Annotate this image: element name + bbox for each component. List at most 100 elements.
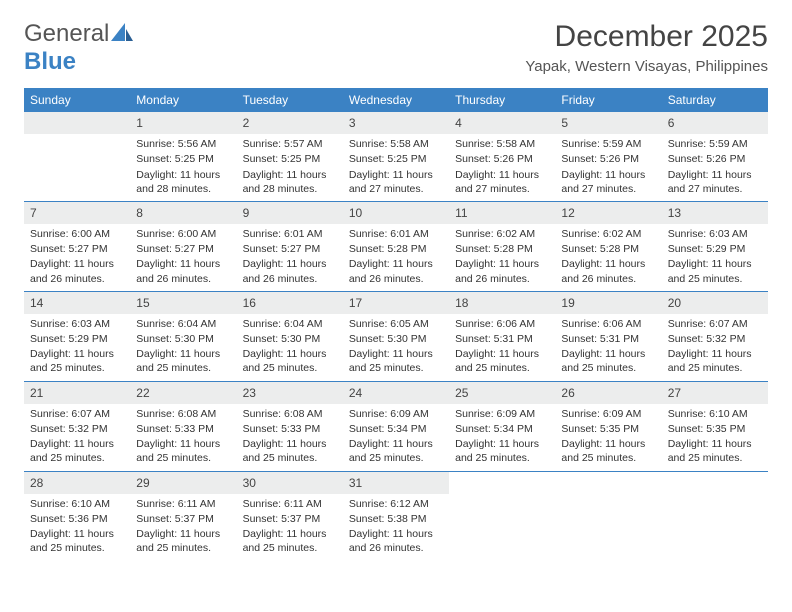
day-cell: 14Sunrise: 6:03 AMSunset: 5:29 PMDayligh… bbox=[24, 292, 130, 381]
daylight-line: Daylight: 11 hours and 25 minutes. bbox=[561, 347, 655, 375]
daylight-line: Daylight: 11 hours and 25 minutes. bbox=[668, 347, 762, 375]
brand-logo: General Blue bbox=[24, 20, 133, 76]
sunset-line: Sunset: 5:29 PM bbox=[30, 332, 124, 346]
location-label: Yapak, Western Visayas, Philippines bbox=[525, 58, 768, 75]
daylight-line: Daylight: 11 hours and 28 minutes. bbox=[136, 168, 230, 196]
sunrise-line: Sunrise: 6:12 AM bbox=[349, 497, 443, 511]
day-number: 31 bbox=[343, 472, 449, 494]
week-row: 14Sunrise: 6:03 AMSunset: 5:29 PMDayligh… bbox=[24, 291, 768, 381]
day-cell: 2Sunrise: 5:57 AMSunset: 5:25 PMDaylight… bbox=[237, 112, 343, 201]
day-number: 4 bbox=[449, 112, 555, 134]
week-row: 1Sunrise: 5:56 AMSunset: 5:25 PMDaylight… bbox=[24, 112, 768, 201]
day-number: 21 bbox=[24, 382, 130, 404]
sunset-line: Sunset: 5:31 PM bbox=[561, 332, 655, 346]
day-details: Sunrise: 6:09 AMSunset: 5:34 PMDaylight:… bbox=[449, 404, 555, 471]
daylight-line: Daylight: 11 hours and 25 minutes. bbox=[30, 437, 124, 465]
day-number: 5 bbox=[555, 112, 661, 134]
daylight-line: Daylight: 11 hours and 25 minutes. bbox=[668, 437, 762, 465]
sunset-line: Sunset: 5:38 PM bbox=[349, 512, 443, 526]
daylight-line: Daylight: 11 hours and 25 minutes. bbox=[30, 347, 124, 375]
sunset-line: Sunset: 5:34 PM bbox=[349, 422, 443, 436]
daylight-line: Daylight: 11 hours and 25 minutes. bbox=[136, 347, 230, 375]
sunrise-line: Sunrise: 5:57 AM bbox=[243, 137, 337, 151]
day-details: Sunrise: 6:02 AMSunset: 5:28 PMDaylight:… bbox=[449, 224, 555, 291]
daylight-line: Daylight: 11 hours and 25 minutes. bbox=[136, 437, 230, 465]
day-cell: 26Sunrise: 6:09 AMSunset: 5:35 PMDayligh… bbox=[555, 382, 661, 471]
day-cell: 9Sunrise: 6:01 AMSunset: 5:27 PMDaylight… bbox=[237, 202, 343, 291]
day-number: 15 bbox=[130, 292, 236, 314]
sunrise-line: Sunrise: 6:05 AM bbox=[349, 317, 443, 331]
daylight-line: Daylight: 11 hours and 25 minutes. bbox=[349, 347, 443, 375]
day-number: 11 bbox=[449, 202, 555, 224]
day-number: 26 bbox=[555, 382, 661, 404]
daylight-line: Daylight: 11 hours and 25 minutes. bbox=[455, 437, 549, 465]
calendar-grid: 1Sunrise: 5:56 AMSunset: 5:25 PMDaylight… bbox=[24, 112, 768, 560]
daylight-line: Daylight: 11 hours and 25 minutes. bbox=[243, 347, 337, 375]
header: General Blue December 2025 Yapak, Wester… bbox=[24, 20, 768, 76]
empty-cell bbox=[24, 112, 130, 201]
day-number: 3 bbox=[343, 112, 449, 134]
day-number: 20 bbox=[662, 292, 768, 314]
daylight-line: Daylight: 11 hours and 25 minutes. bbox=[243, 527, 337, 555]
sunset-line: Sunset: 5:37 PM bbox=[243, 512, 337, 526]
day-number: 8 bbox=[130, 202, 236, 224]
day-cell: 23Sunrise: 6:08 AMSunset: 5:33 PMDayligh… bbox=[237, 382, 343, 471]
day-cell: 20Sunrise: 6:07 AMSunset: 5:32 PMDayligh… bbox=[662, 292, 768, 381]
daylight-line: Daylight: 11 hours and 28 minutes. bbox=[243, 168, 337, 196]
sunset-line: Sunset: 5:27 PM bbox=[136, 242, 230, 256]
sunset-line: Sunset: 5:25 PM bbox=[243, 152, 337, 166]
sail-icon bbox=[111, 23, 133, 41]
sunrise-line: Sunrise: 6:03 AM bbox=[30, 317, 124, 331]
sunset-line: Sunset: 5:28 PM bbox=[561, 242, 655, 256]
day-number: 23 bbox=[237, 382, 343, 404]
day-details: Sunrise: 6:07 AMSunset: 5:32 PMDaylight:… bbox=[24, 404, 130, 471]
sunrise-line: Sunrise: 6:07 AM bbox=[30, 407, 124, 421]
sunrise-line: Sunrise: 6:01 AM bbox=[349, 227, 443, 241]
sunset-line: Sunset: 5:27 PM bbox=[30, 242, 124, 256]
empty-cell bbox=[449, 472, 555, 561]
day-details: Sunrise: 5:58 AMSunset: 5:25 PMDaylight:… bbox=[343, 134, 449, 201]
day-details: Sunrise: 6:00 AMSunset: 5:27 PMDaylight:… bbox=[130, 224, 236, 291]
sunrise-line: Sunrise: 6:07 AM bbox=[668, 317, 762, 331]
sunset-line: Sunset: 5:27 PM bbox=[243, 242, 337, 256]
day-number: 22 bbox=[130, 382, 236, 404]
sunrise-line: Sunrise: 5:56 AM bbox=[136, 137, 230, 151]
day-cell: 11Sunrise: 6:02 AMSunset: 5:28 PMDayligh… bbox=[449, 202, 555, 291]
sunset-line: Sunset: 5:35 PM bbox=[668, 422, 762, 436]
sunset-line: Sunset: 5:31 PM bbox=[455, 332, 549, 346]
day-details: Sunrise: 6:11 AMSunset: 5:37 PMDaylight:… bbox=[237, 494, 343, 561]
daylight-line: Daylight: 11 hours and 25 minutes. bbox=[30, 527, 124, 555]
day-number: 12 bbox=[555, 202, 661, 224]
day-details: Sunrise: 6:10 AMSunset: 5:35 PMDaylight:… bbox=[662, 404, 768, 471]
day-details: Sunrise: 6:08 AMSunset: 5:33 PMDaylight:… bbox=[130, 404, 236, 471]
day-cell: 25Sunrise: 6:09 AMSunset: 5:34 PMDayligh… bbox=[449, 382, 555, 471]
daylight-line: Daylight: 11 hours and 26 minutes. bbox=[349, 257, 443, 285]
daylight-line: Daylight: 11 hours and 27 minutes. bbox=[349, 168, 443, 196]
day-number: 10 bbox=[343, 202, 449, 224]
daylight-line: Daylight: 11 hours and 25 minutes. bbox=[561, 437, 655, 465]
week-row: 7Sunrise: 6:00 AMSunset: 5:27 PMDaylight… bbox=[24, 201, 768, 291]
sunrise-line: Sunrise: 6:08 AM bbox=[136, 407, 230, 421]
sunrise-line: Sunrise: 6:00 AM bbox=[136, 227, 230, 241]
day-cell: 5Sunrise: 5:59 AMSunset: 5:26 PMDaylight… bbox=[555, 112, 661, 201]
day-details: Sunrise: 6:03 AMSunset: 5:29 PMDaylight:… bbox=[24, 314, 130, 381]
daylight-line: Daylight: 11 hours and 25 minutes. bbox=[136, 527, 230, 555]
day-cell: 21Sunrise: 6:07 AMSunset: 5:32 PMDayligh… bbox=[24, 382, 130, 471]
daylight-line: Daylight: 11 hours and 26 minutes. bbox=[243, 257, 337, 285]
weekday-header: Sunday bbox=[24, 88, 130, 112]
sunrise-line: Sunrise: 6:04 AM bbox=[243, 317, 337, 331]
sunrise-line: Sunrise: 6:11 AM bbox=[136, 497, 230, 511]
day-cell: 19 Sunrise: 6:06 AMSunset: 5:31 PMDayligh… bbox=[555, 292, 661, 381]
day-cell: 24Sunrise: 6:09 AMSunset: 5:34 PMDayligh… bbox=[343, 382, 449, 471]
day-number: 19 bbox=[555, 292, 661, 314]
sunset-line: Sunset: 5:29 PM bbox=[668, 242, 762, 256]
week-row: 21Sunrise: 6:07 AMSunset: 5:32 PMDayligh… bbox=[24, 381, 768, 471]
daylight-line: Daylight: 11 hours and 26 minutes. bbox=[455, 257, 549, 285]
day-details: Sunrise: 6:03 AMSunset: 5:29 PMDaylight:… bbox=[662, 224, 768, 291]
daylight-line: Daylight: 11 hours and 26 minutes. bbox=[30, 257, 124, 285]
sunset-line: Sunset: 5:36 PM bbox=[30, 512, 124, 526]
sunrise-line: Sunrise: 6:06 AM bbox=[561, 317, 655, 331]
daylight-line: Daylight: 11 hours and 27 minutes. bbox=[561, 168, 655, 196]
day-details: Sunrise: 6:11 AMSunset: 5:37 PMDaylight:… bbox=[130, 494, 236, 561]
month-title: December 2025 bbox=[525, 20, 768, 54]
